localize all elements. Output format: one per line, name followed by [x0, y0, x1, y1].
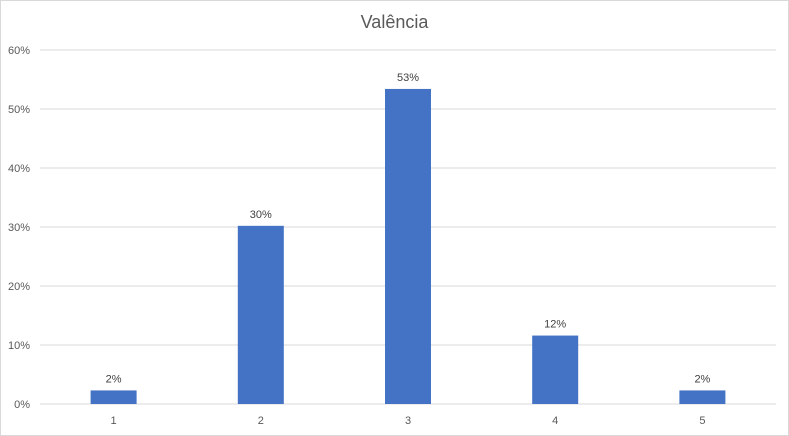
x-tick-label-2: 2: [258, 415, 264, 427]
data-label-4: 12%: [544, 319, 566, 331]
bar-4: [532, 335, 579, 404]
bar-2: [237, 225, 284, 404]
x-tick-label-3: 3: [405, 415, 411, 427]
y-tick-label: 60%: [8, 45, 30, 57]
y-axis-tick-labels: 0% 10% 20% 30% 40% 50% 60%: [8, 45, 30, 411]
data-label-1: 2%: [106, 373, 122, 385]
y-tick-label: 50%: [8, 104, 30, 116]
data-label-2: 30%: [250, 209, 272, 221]
bar-5: [679, 390, 726, 404]
bar-1: [90, 390, 137, 404]
bars: [90, 88, 726, 404]
y-tick-label: 20%: [8, 281, 30, 293]
x-axis-tick-labels: 1 2 3 4 5: [111, 415, 706, 427]
data-label-3: 53%: [397, 72, 419, 84]
y-tick-label: 0%: [14, 399, 30, 411]
bar-3: [385, 88, 431, 404]
x-tick-label-1: 1: [111, 415, 117, 427]
y-tick-label: 40%: [8, 163, 30, 175]
x-tick-label-4: 4: [552, 415, 558, 427]
y-tick-label: 10%: [8, 340, 30, 352]
data-labels: 2% 30% 53% 12% 2%: [106, 72, 711, 385]
y-tick-label: 30%: [8, 222, 30, 234]
data-label-5: 2%: [694, 373, 710, 385]
chart-title: Valência: [360, 12, 429, 32]
x-tick-label-5: 5: [699, 415, 705, 427]
